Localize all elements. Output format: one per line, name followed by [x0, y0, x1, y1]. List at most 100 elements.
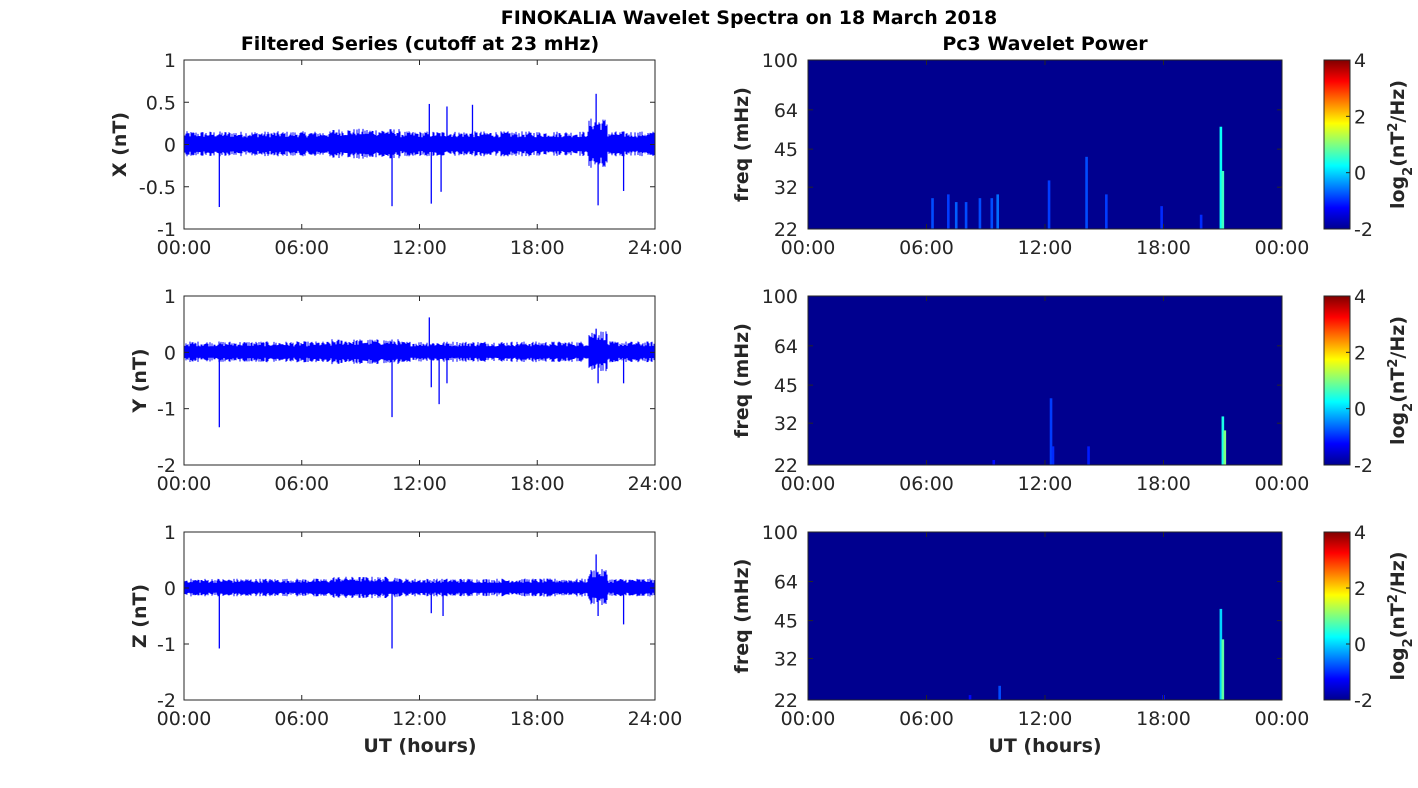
colorbar-label-part: log [1387, 412, 1409, 445]
x-tick-label: 18:00 [1136, 708, 1191, 730]
x-tick-label: 00:00 [781, 708, 836, 730]
right-column-title: Pc3 Wavelet Power [942, 33, 1148, 55]
x-tick-label: 06:00 [899, 708, 954, 730]
y-tick-label: 64 [774, 572, 798, 594]
x-tick-label: 00:00 [781, 237, 836, 259]
y-tick-label: 22 [774, 219, 798, 241]
y-tick-label: 45 [774, 375, 798, 397]
colorbar-label-part: 2 [1401, 167, 1416, 176]
y-axis-label: Z (nT) [129, 584, 151, 648]
colorbar-label-part: (nT [1387, 603, 1409, 638]
y-tick-label: 64 [774, 100, 798, 122]
power-burst [1085, 156, 1088, 229]
x-tick-label: 06:00 [274, 473, 329, 495]
x-tick-label: 18:00 [510, 708, 565, 730]
colorbar-tick-label: -2 [1354, 455, 1373, 477]
colorbar-tick-label: 4 [1354, 522, 1366, 544]
y-axis-label: Y (nT) [129, 348, 151, 413]
y-tick-label: -1 [157, 219, 176, 241]
power-burst [1221, 170, 1225, 229]
colorbar-tick-label: -2 [1354, 690, 1373, 712]
colorbar-tick-label: 2 [1354, 578, 1366, 600]
y-tick-label: -1 [157, 634, 176, 656]
x-tick-label: 06:00 [274, 237, 329, 259]
y-tick-label: -2 [157, 690, 176, 712]
x-tick-label: 06:00 [899, 237, 954, 259]
power-burst [978, 198, 982, 229]
y-axis-label: freq (mHz) [731, 323, 753, 438]
power-burst [931, 198, 934, 229]
y-axis-label: freq (mHz) [731, 87, 753, 202]
y-tick-label: 45 [774, 611, 798, 633]
power-burst [990, 198, 994, 229]
colorbar-label-part: /Hz) [1387, 80, 1409, 123]
colorbar-label-part: 2 [1386, 594, 1401, 603]
power-burst [1049, 398, 1053, 465]
x-tick-label: 18:00 [1136, 473, 1191, 495]
panels: 10.50-0.5-100:00 06:00 12:00 18:00 24:00X (n… [109, 50, 1416, 730]
power-burst [1047, 180, 1051, 229]
left-column-title: Filtered Series (cutoff at 23 mHz) [241, 33, 599, 55]
colorbar-label-part: 2 [1401, 403, 1416, 412]
power-panel-Y-power: 22 32 45 64 100 00:00 06:00 12:00 18:00 00:00 freq… [731, 286, 1309, 495]
colorbar-label-part: log [1387, 647, 1409, 680]
power-burst [1199, 214, 1203, 229]
colorbar-tick-label: -2 [1354, 219, 1373, 241]
x-tick-label: 00:00 [157, 237, 212, 259]
colorbar-label-part: (nT [1387, 132, 1409, 167]
y-tick-label: 1 [164, 286, 176, 308]
y-axis-label: X (nT) [109, 112, 131, 177]
y-tick-label: 0 [164, 342, 176, 364]
y-tick-label: 100 [762, 286, 798, 308]
power-panel-X-power: 22 32 45 64 100 00:00 06:00 12:00 18:00 00:00 freq… [731, 50, 1309, 259]
x-tick-label: 12:00 [392, 473, 447, 495]
power-burst [1105, 194, 1108, 229]
colorbar-label: log2(nT2/Hz) [1386, 80, 1416, 209]
power-burst [998, 685, 1001, 700]
power-burst [1087, 446, 1090, 465]
y-tick-label: 32 [774, 648, 798, 670]
x-tick-label: 00:00 [157, 708, 212, 730]
colorbar-label: log2(nT2/Hz) [1386, 316, 1416, 445]
power-burst [1221, 639, 1225, 700]
x-tick-label: 00:00 [157, 473, 212, 495]
power-burst [1223, 430, 1227, 465]
plot-area [184, 296, 655, 465]
series-panel-X-series: 1 0.5 0 -0.5 -100:00 06:00 12:00 18:00 24:00 X (n… [109, 50, 682, 259]
y-tick-label: 0 [164, 578, 176, 600]
colorbar-tick-label: 4 [1354, 286, 1366, 308]
power-burst [1221, 416, 1225, 465]
power-burst [968, 695, 972, 700]
y-tick-label: 64 [774, 336, 798, 358]
x-tick-label: 00:00 [781, 473, 836, 495]
y-tick-label: -1 [157, 399, 176, 421]
power-burst [954, 202, 958, 229]
colorbar-label-part: /Hz) [1387, 316, 1409, 359]
colorbar-tick-label: 2 [1354, 106, 1366, 128]
colorbar-gradient [1323, 59, 1351, 230]
series-panel-Z-series: 1 0 -1 -200:00 06:00 12:00 18:00 24:00 Z (nT) [129, 522, 682, 730]
y-axis-label: freq (mHz) [731, 559, 753, 674]
colorbar-label: log2(nT2/Hz) [1386, 551, 1416, 680]
power-burst [1219, 608, 1223, 700]
power-burst [1051, 446, 1055, 465]
power-burst [947, 194, 950, 229]
x-tick-label: 00:00 [1255, 237, 1310, 259]
y-tick-label: 0 [164, 135, 176, 157]
y-tick-label: -0.5 [139, 177, 176, 199]
x-tick-label: 12:00 [1018, 473, 1073, 495]
power-burst [992, 460, 996, 465]
x-tick-label: 12:00 [1018, 237, 1073, 259]
power-background [808, 60, 1282, 229]
x-tick-label: 24:00 [628, 237, 683, 259]
x-tick-label: 06:00 [274, 708, 329, 730]
y-tick-label: 45 [774, 139, 798, 161]
x-tick-label: 18:00 [510, 237, 565, 259]
x-tick-label: 18:00 [510, 473, 565, 495]
y-tick-label: 22 [774, 690, 798, 712]
x-tick-label: 24:00 [628, 708, 683, 730]
